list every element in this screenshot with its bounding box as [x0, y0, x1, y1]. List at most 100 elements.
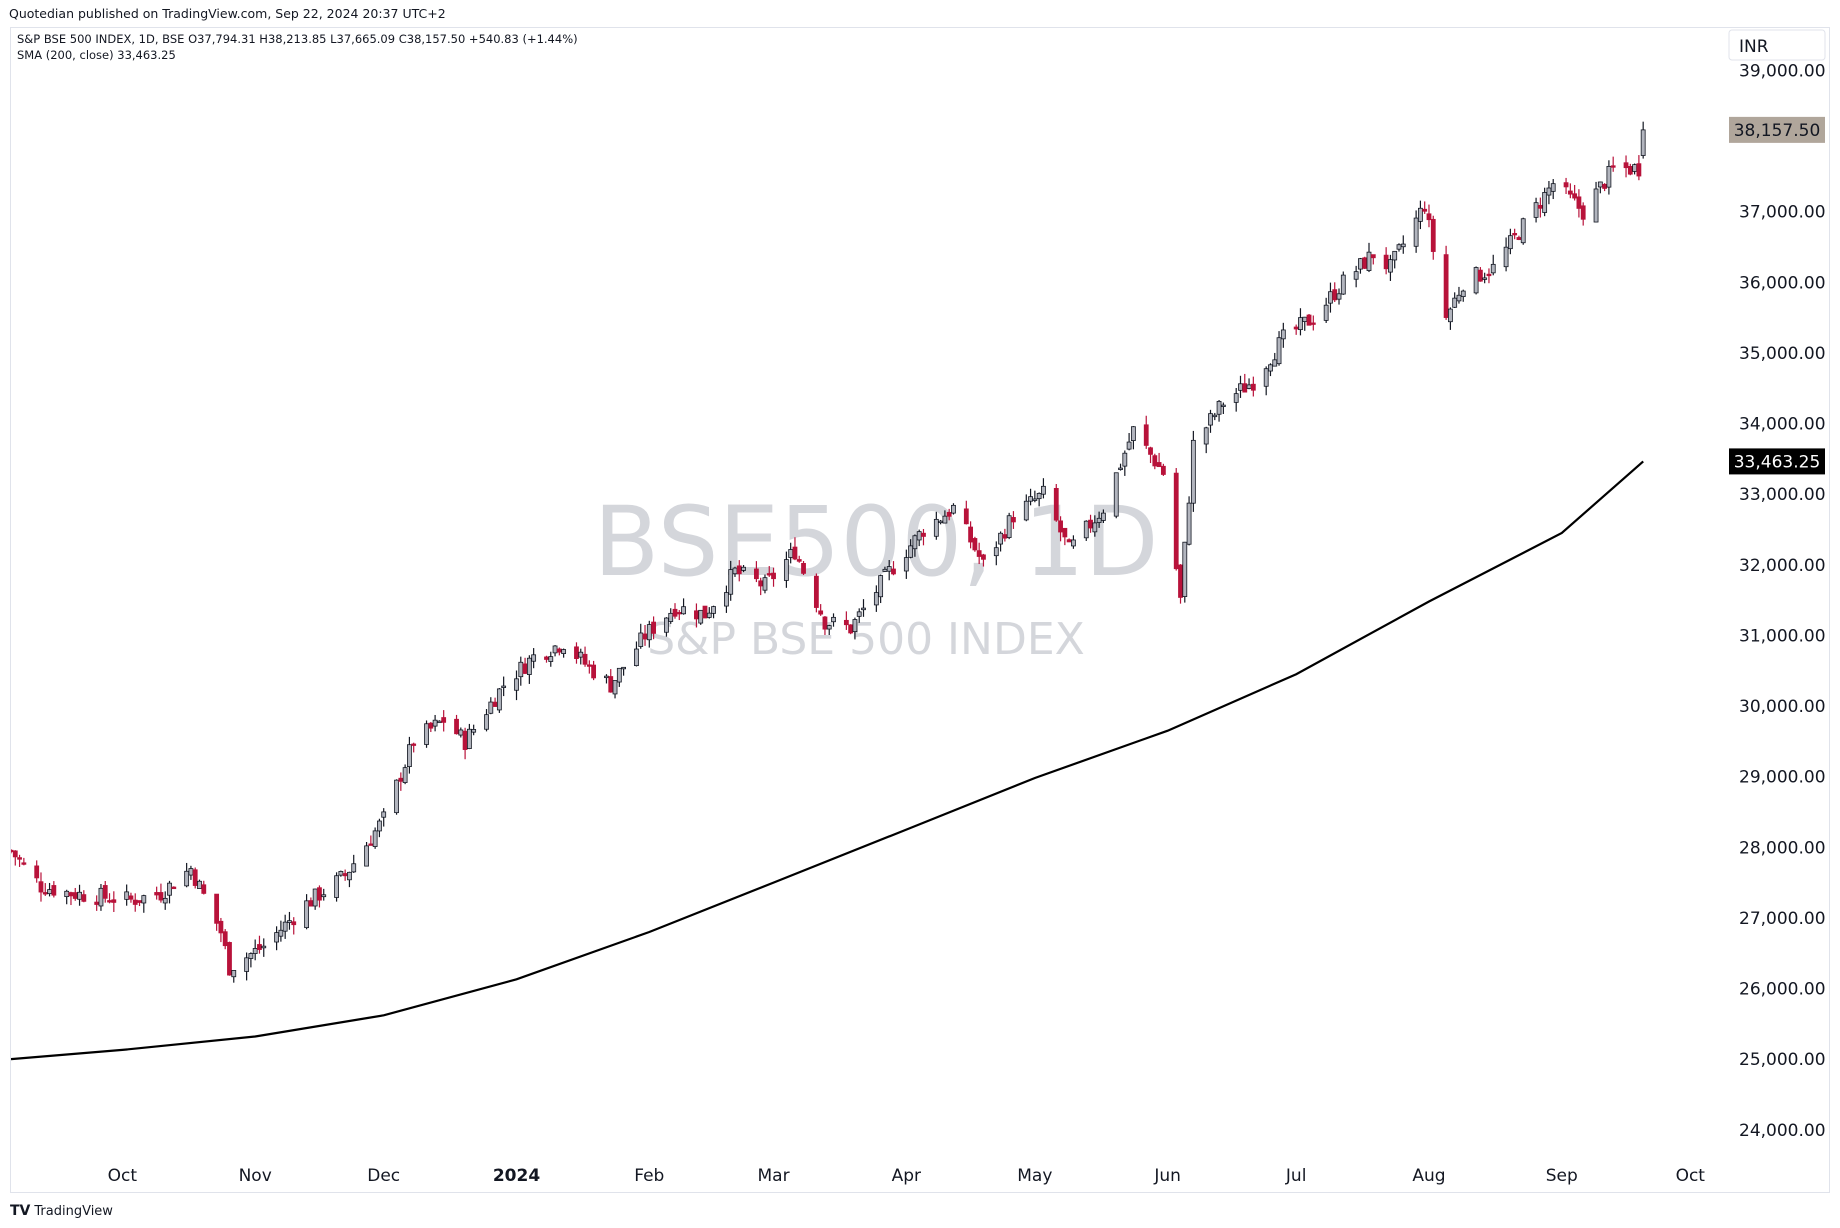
candle	[454, 714, 459, 735]
candle-body	[162, 897, 168, 904]
candle	[586, 660, 592, 674]
candle-body	[694, 610, 699, 620]
tradingview-logo-text: TradingView	[34, 1203, 113, 1219]
candle-body	[604, 675, 609, 679]
candle-body	[278, 929, 284, 937]
candle	[1490, 254, 1496, 276]
candle	[184, 862, 190, 888]
candle	[1358, 257, 1363, 274]
candle	[963, 500, 969, 525]
candle-body	[826, 625, 832, 630]
candle-body	[1388, 259, 1393, 273]
candle-body	[796, 559, 802, 562]
price-tick-label: 36,000.00	[1739, 273, 1826, 293]
candle	[908, 539, 914, 559]
candle	[424, 720, 429, 748]
candle	[724, 585, 729, 613]
candle-body	[1606, 165, 1612, 188]
candle-body	[831, 616, 836, 623]
candle	[411, 742, 417, 753]
candle	[1336, 288, 1342, 305]
candle-body	[1486, 273, 1492, 277]
chart-frame[interactable]: BSE500, 1D S&P BSE 500 INDEX S&P BSE 500…	[10, 27, 1830, 1193]
candle	[167, 880, 172, 904]
candle-body	[1083, 520, 1089, 539]
candle	[197, 879, 202, 890]
candle-body	[771, 572, 776, 580]
candle	[1567, 183, 1573, 199]
candle-body	[608, 676, 614, 693]
candle-body	[933, 518, 939, 537]
candle-body	[1362, 257, 1368, 269]
candle-body	[1053, 488, 1059, 521]
time-tick-label: 2024	[493, 1166, 540, 1186]
legend-ohlc: S&P BSE 500 INDEX, 1D, BSE O37,794.31 H3…	[17, 32, 578, 46]
time-axis[interactable]: Oct Nov Dec 2024 Feb Mar Apr May Jun Jul Aug Sep Oct	[108, 1166, 1706, 1186]
candle-body	[248, 953, 254, 959]
candle	[1392, 250, 1398, 269]
candle-body	[1233, 393, 1239, 403]
candle	[1623, 155, 1629, 178]
candle-body	[951, 504, 956, 514]
candle-body	[552, 645, 558, 654]
chart-canvas[interactable]: BSE500, 1D S&P BSE 500 INDEX S&P BSE 500…	[11, 28, 1829, 1192]
candle	[261, 938, 267, 957]
candle	[1422, 201, 1428, 214]
candle-body	[1336, 293, 1342, 300]
candle-body	[1041, 485, 1046, 495]
candle-body	[672, 608, 678, 617]
candle-body	[218, 920, 224, 934]
time-tick-label: Dec	[367, 1166, 400, 1186]
candle-body	[1418, 207, 1423, 222]
candle	[501, 676, 507, 697]
candle-body	[77, 891, 82, 900]
candle-body	[788, 549, 794, 558]
candle-body	[1006, 515, 1012, 538]
candle-body	[903, 557, 909, 572]
candle	[1298, 308, 1303, 336]
candle-body	[72, 892, 78, 899]
candle-body	[1503, 246, 1509, 268]
candle	[1130, 426, 1136, 450]
candle-body	[1011, 517, 1016, 523]
currency-selector[interactable]	[1728, 29, 1826, 61]
candle-body	[1242, 383, 1248, 393]
candle-body	[664, 617, 669, 633]
candle	[47, 882, 52, 897]
candle-body	[1036, 492, 1042, 500]
candle-body	[976, 550, 982, 557]
candle-body	[1550, 183, 1556, 192]
candle	[368, 835, 374, 846]
sma-value-badge-bg	[1729, 448, 1825, 475]
price-axis[interactable]: INR 24,000.00 25,000.00 26,000.00 27,000.00…	[1728, 29, 1826, 1141]
currency-label[interactable]: INR	[1739, 37, 1769, 57]
candle	[933, 511, 939, 540]
candle	[1580, 202, 1586, 226]
candle-body	[1507, 235, 1513, 250]
candle	[436, 720, 442, 724]
candle	[1148, 446, 1153, 464]
candle-body	[1250, 383, 1256, 391]
watermark: BSE500, 1D S&P BSE 500 INDEX	[593, 486, 1158, 665]
candle-body	[681, 606, 686, 615]
candle	[548, 651, 554, 667]
candle	[321, 888, 327, 901]
candle-body	[1632, 164, 1638, 172]
candle	[1456, 286, 1462, 304]
candle-body	[1293, 326, 1299, 330]
candle-body	[291, 921, 297, 926]
candle-body	[1422, 208, 1428, 212]
candle	[394, 779, 399, 815]
candle	[214, 893, 220, 931]
candle	[796, 555, 802, 563]
candle-body	[124, 891, 130, 900]
candle	[873, 585, 879, 612]
candle-body	[1413, 217, 1419, 247]
tradingview-logo-icon: TV	[10, 1203, 31, 1219]
candle-body	[317, 887, 322, 901]
candle-body	[398, 777, 404, 782]
candle-body	[184, 870, 190, 887]
candle-body	[227, 942, 232, 976]
candle	[381, 808, 387, 827]
candle-body	[621, 666, 627, 670]
